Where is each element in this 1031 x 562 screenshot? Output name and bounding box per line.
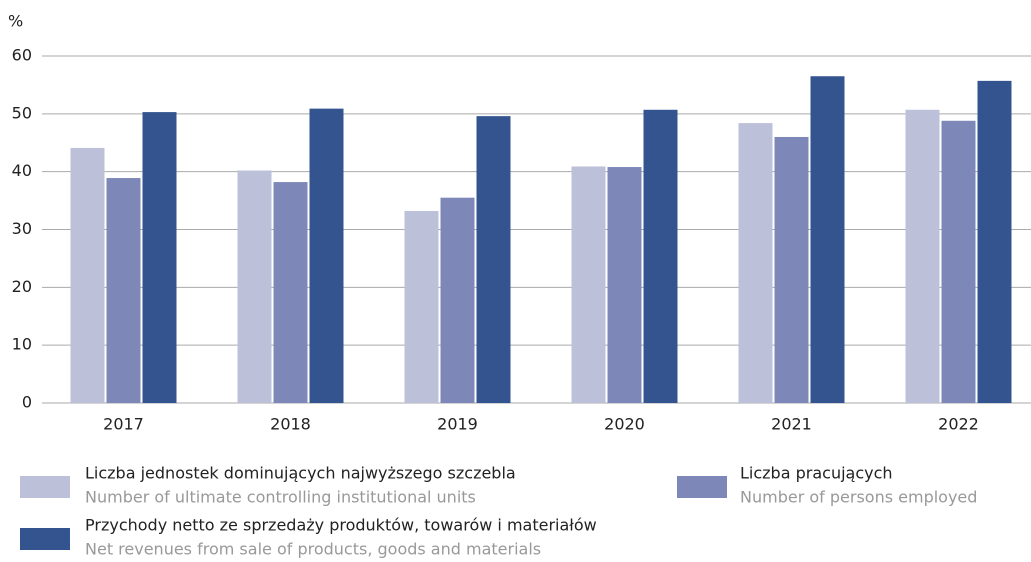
y-tick-label: 60 — [12, 46, 32, 65]
bar — [941, 120, 976, 404]
legend-swatch — [20, 528, 70, 550]
bar — [607, 167, 642, 403]
x-tick-label: 2019 — [437, 415, 478, 434]
y-tick-label: 40 — [12, 161, 32, 180]
bar — [977, 80, 1012, 403]
bar — [273, 182, 308, 403]
bar — [774, 136, 809, 403]
y-tick-label: 0 — [22, 393, 32, 412]
legend-swatch — [677, 476, 727, 498]
bar — [106, 178, 141, 403]
bar — [70, 147, 105, 403]
y-tick-label: 50 — [12, 103, 32, 122]
y-tick-label: 20 — [12, 277, 32, 296]
bar — [440, 197, 475, 403]
bar — [404, 210, 439, 403]
x-tick-label: 2017 — [103, 415, 144, 434]
legend-label-en: Number of ultimate controlling instituti… — [85, 488, 476, 507]
bar — [905, 109, 940, 403]
x-tick-label: 2021 — [771, 415, 812, 434]
legend-label-en: Number of persons employed — [740, 488, 977, 507]
legend-label-en: Net revenues from sale of products, good… — [85, 540, 541, 559]
bar — [142, 112, 177, 404]
legend-label: Przychody netto ze sprzedaży produktów, … — [85, 516, 597, 535]
bar — [237, 170, 272, 403]
legend-label: Liczba jednostek dominujących najwyższeg… — [85, 464, 516, 483]
x-tick-label: 2020 — [604, 415, 645, 434]
bar — [309, 108, 344, 404]
bar — [476, 116, 511, 403]
x-tick-label: 2018 — [270, 415, 311, 434]
legend-swatch — [20, 476, 70, 498]
y-axis-label: % — [8, 12, 23, 31]
legend-label: Liczba pracujących — [740, 464, 893, 483]
bar — [643, 109, 678, 403]
y-tick-label: 30 — [12, 219, 32, 238]
x-tick-label: 2022 — [938, 415, 979, 434]
bar — [810, 76, 845, 403]
bar — [571, 166, 606, 403]
y-tick-label: 10 — [12, 335, 32, 354]
bar — [738, 123, 773, 403]
